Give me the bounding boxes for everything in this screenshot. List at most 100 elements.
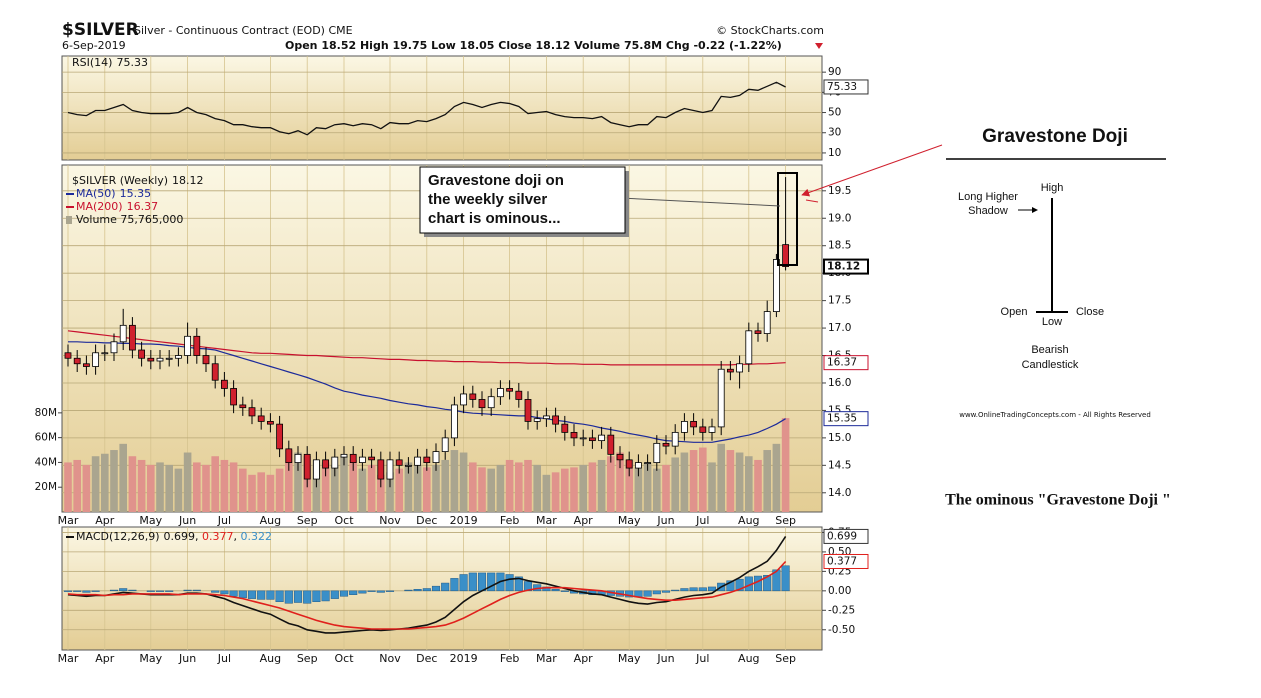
x-tick-label: Jun	[178, 652, 196, 665]
y-tick-label: 30	[828, 127, 841, 139]
volume-bar	[377, 474, 385, 512]
candle-body	[423, 456, 431, 463]
volume-bar	[699, 447, 707, 512]
histogram-bar	[91, 590, 100, 592]
volume-bar	[607, 456, 615, 512]
histogram-bar	[109, 589, 119, 592]
volume-bar	[478, 467, 486, 512]
callout-text: Gravestone doji on	[428, 172, 564, 189]
description: Silver - Continuous Contract (EOD) CME	[134, 24, 353, 37]
volume-bar	[101, 453, 109, 512]
candle-body	[460, 393, 468, 406]
volume-bar	[349, 459, 357, 512]
legend-entry: MA(200) 16.37	[76, 200, 158, 213]
x-tick-label: 2019	[450, 514, 478, 527]
volume-tick-label: 60M	[35, 432, 57, 444]
volume-bar	[570, 467, 578, 512]
caption: Candlestick	[1022, 359, 1079, 371]
value-tag	[823, 411, 869, 427]
candle-body	[110, 341, 118, 354]
candle-body	[450, 404, 458, 439]
histogram-bar	[477, 572, 487, 592]
volume-bar	[671, 457, 679, 512]
candle-body	[312, 459, 320, 480]
doji-diagram: Gravestone Doji Long Higher Shadow High …	[945, 126, 1171, 509]
value-tag-label: 18.12	[827, 261, 860, 273]
credit: www.OnlineTradingConcepts.com - All Righ…	[959, 411, 1151, 419]
y-tick-label: 19.5	[828, 185, 851, 197]
histogram-bar	[284, 590, 293, 604]
candle-body	[92, 352, 99, 367]
legend-entry: Volume 75,765,000	[76, 213, 183, 226]
volume-bar	[82, 464, 91, 512]
histogram-bar	[505, 574, 514, 592]
volume-bar	[137, 459, 146, 512]
candle-body	[377, 459, 385, 480]
candle-body	[570, 431, 578, 439]
candle-body	[349, 453, 357, 463]
candle-body	[478, 399, 486, 409]
volume-bar	[469, 462, 477, 512]
x-tick-label: Jun	[178, 514, 196, 527]
series-line	[67, 81, 786, 136]
candle-body	[598, 434, 605, 442]
histogram-bar	[404, 589, 413, 592]
volume-bar	[597, 459, 606, 512]
x-tick-label: Feb	[500, 514, 519, 527]
candle-body	[257, 415, 265, 422]
symbol: $SILVER	[62, 20, 139, 40]
pointer-arrow	[801, 144, 943, 197]
candle-body	[266, 421, 274, 425]
candle-body	[404, 464, 412, 467]
volume-tick-label: 20M	[35, 481, 57, 493]
volume-bar	[496, 464, 505, 512]
histogram-bar	[781, 565, 790, 592]
histogram-bar	[698, 587, 707, 592]
candle-body	[506, 388, 514, 392]
y-tick-label: 10	[828, 147, 841, 159]
candle-body	[561, 423, 569, 433]
candle-body	[589, 437, 596, 442]
volume-bar	[781, 418, 790, 512]
histogram-bar	[165, 590, 174, 592]
histogram-bar	[431, 585, 441, 592]
volume-bar	[643, 462, 652, 512]
shadow-label: Long Higher	[958, 191, 1018, 203]
volume-bar	[441, 459, 449, 512]
candle-body	[625, 459, 633, 469]
x-tick-label: Sep	[775, 514, 796, 527]
candle-body	[358, 456, 366, 463]
x-tick-label: May	[618, 652, 641, 665]
legend-separator: ,	[195, 530, 202, 543]
quote: Open 18.52 High 19.75 Low 18.05 Close 18…	[285, 39, 782, 52]
histogram-bar	[128, 589, 137, 592]
volume-bar	[735, 452, 744, 512]
callout-text: chart is ominous...	[428, 210, 561, 227]
y-tick-label: 90	[828, 66, 841, 78]
x-tick-label: 2019	[450, 652, 478, 665]
volume-bar	[266, 474, 275, 512]
candle-body	[395, 459, 403, 466]
candle-body	[745, 330, 753, 365]
histogram-bar	[643, 590, 652, 597]
candle-body	[524, 399, 532, 422]
volume-bar	[515, 462, 523, 512]
x-tick-label: Mar	[536, 514, 557, 527]
candle-body	[331, 456, 339, 469]
volume-bar	[551, 472, 560, 512]
histogram-bar	[551, 589, 560, 592]
candle-body	[644, 462, 651, 464]
plots: 103050709075.33RSI(14)75.3314.014.515.01…	[35, 55, 869, 665]
date: 6-Sep-2019	[62, 39, 126, 52]
histogram-bar	[247, 590, 257, 599]
histogram-bar	[330, 590, 339, 599]
volume-bar	[156, 462, 164, 512]
y-tick-label: 16.0	[828, 377, 851, 389]
candle-body	[671, 431, 679, 447]
x-tick-label: Nov	[379, 514, 401, 527]
candle-body	[763, 311, 771, 334]
histogram-bar	[441, 582, 450, 592]
volume-bar	[119, 443, 127, 512]
caption: Bearish	[1031, 344, 1068, 356]
volume-bar	[680, 452, 689, 512]
